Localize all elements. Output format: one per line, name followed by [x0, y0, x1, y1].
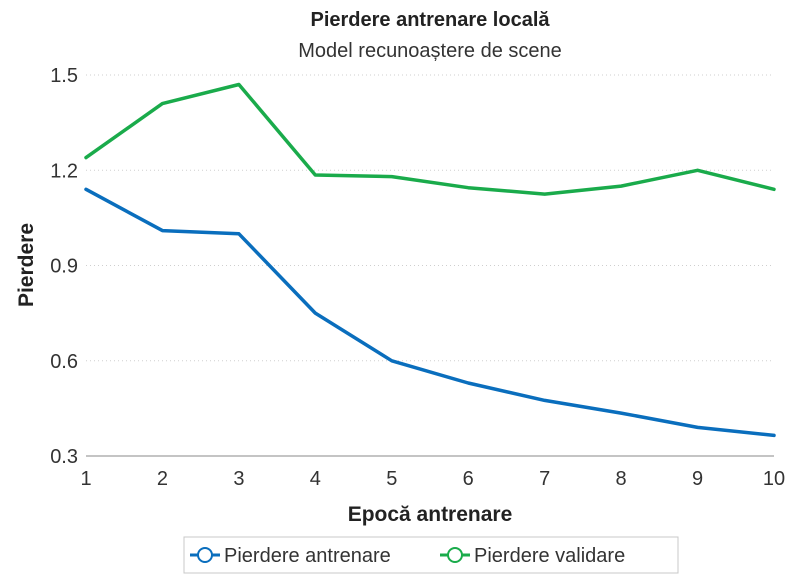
x-tick-label: 9: [692, 468, 703, 490]
x-tick-label: 6: [463, 468, 474, 490]
chart-subtitle: Model recunoaștere de scene: [298, 40, 562, 62]
y-tick-label: 1.2: [50, 160, 78, 182]
legend: Pierdere antrenare Pierdere validare: [183, 536, 679, 574]
y-tick-label: 0.9: [50, 256, 78, 278]
x-tick-label: 2: [157, 468, 168, 490]
legend-box: [183, 536, 679, 574]
x-tick-label: 4: [310, 468, 321, 490]
y-axis-label: Pierdere: [15, 223, 38, 307]
chart-title: Pierdere antrenare locală: [310, 9, 550, 31]
series-line-train: [84, 187, 776, 438]
grid-lines: [86, 74, 774, 457]
x-tick-label: 1: [80, 468, 91, 490]
x-tick-label: 7: [539, 468, 550, 490]
x-tick-label: 5: [386, 468, 397, 490]
y-tick-label: 0.3: [50, 446, 78, 468]
legend-marker-icon: [447, 547, 463, 563]
x-tick-label: 10: [763, 468, 785, 490]
x-tick-label: 8: [616, 468, 627, 490]
y-tick-label: 1.5: [50, 65, 78, 87]
series-line-validation: [84, 82, 776, 196]
x-axis-label: Epocă antrenare: [348, 503, 513, 526]
x-tick-label: 3: [233, 468, 244, 490]
y-axis-ticks: 0.3 0.6 0.9 1.2 1.5: [50, 65, 78, 468]
y-tick-label: 0.6: [50, 351, 78, 373]
legend-label: Pierdere antrenare: [224, 545, 391, 567]
series-lines: [84, 82, 776, 438]
legend-marker-icon: [197, 547, 213, 563]
x-axis-ticks: 1 2 3 4 5 6 7 8 9 10: [80, 468, 785, 490]
legend-label: Pierdere validare: [474, 545, 625, 567]
